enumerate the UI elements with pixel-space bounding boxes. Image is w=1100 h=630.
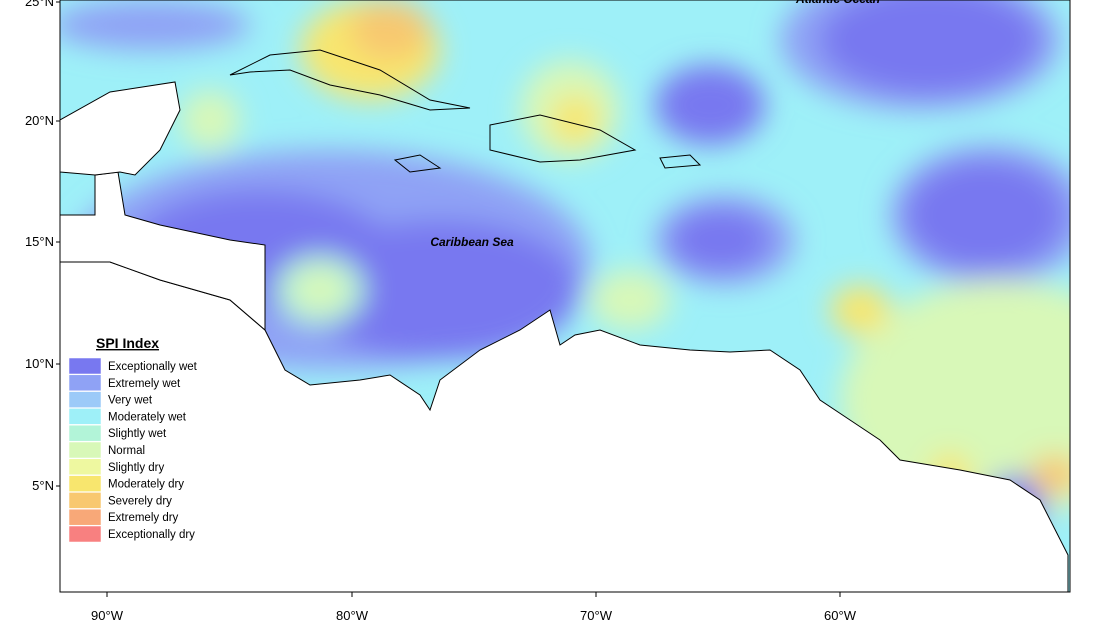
legend-label: Exceptionally dry <box>108 529 195 541</box>
legend-swatch <box>68 391 102 408</box>
legend-label: Exceptionally wet <box>108 361 198 373</box>
lat-label: 5°N <box>32 478 54 493</box>
legend-swatch <box>68 492 102 509</box>
legend-label: Extremely dry <box>108 512 179 524</box>
ocean-label: Atlantic Ocean <box>795 0 880 6</box>
legend-label: Extremely wet <box>108 378 181 390</box>
lat-label: 15°N <box>25 234 54 249</box>
legend-swatch <box>68 525 102 543</box>
legend-label: Slightly dry <box>108 462 164 474</box>
legend-swatch <box>68 475 102 492</box>
legend-label: Very wet <box>108 395 153 407</box>
legend-swatch <box>68 441 102 459</box>
lat-label: 10°N <box>25 356 54 371</box>
legend: SPI Index Exceptionally wet Extremely wet V… <box>68 335 198 543</box>
legend-swatch <box>68 357 102 375</box>
legend-swatch <box>68 374 102 392</box>
lat-label: 20°N <box>25 113 54 128</box>
legend-label: Normal <box>108 445 145 457</box>
lon-label: 60°W <box>824 608 857 623</box>
lon-label: 70°W <box>580 608 613 623</box>
legend-label: Moderately dry <box>108 479 184 491</box>
legend-swatch <box>68 458 102 476</box>
lon-label: 90°W <box>91 608 124 623</box>
legend-swatch <box>68 424 102 442</box>
legend-label: Severely dry <box>108 495 172 507</box>
ocean-label: Caribbean Sea <box>430 235 514 249</box>
legend-swatch <box>68 508 102 526</box>
labels: 25°N 20°N 15°N 10°N 5°N 90°W 80°W 70°W 60°W Atlan… <box>25 0 880 623</box>
lat-label: 25°N <box>25 0 54 9</box>
lon-label: 80°W <box>336 608 369 623</box>
legend-title: SPI Index <box>96 335 159 351</box>
legend-label: Moderately wet <box>108 411 187 423</box>
legend-label: Slightly wet <box>108 428 167 440</box>
legend-swatch <box>68 408 102 425</box>
spi-field <box>60 0 1070 592</box>
